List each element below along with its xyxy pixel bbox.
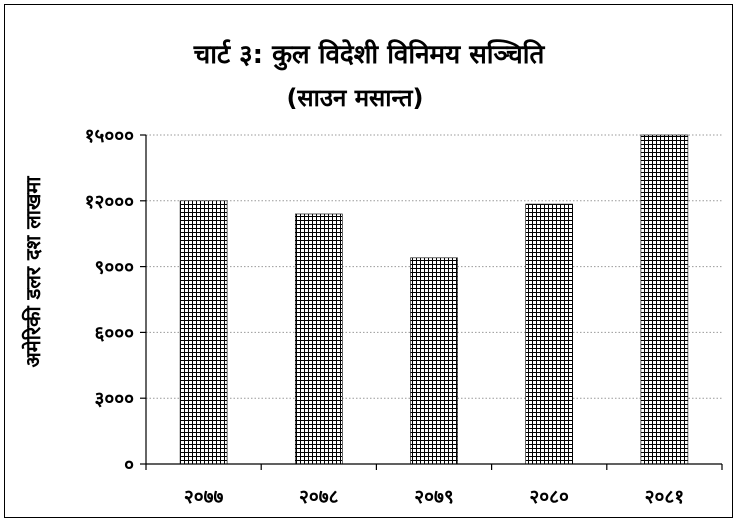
x-tick-label: २०७८ bbox=[299, 486, 339, 508]
y-tick-label: १२००० bbox=[85, 191, 135, 213]
x-tick-label: २०८० bbox=[529, 486, 569, 508]
y-tick-label: ६००० bbox=[94, 322, 134, 344]
bar bbox=[525, 203, 574, 465]
bar bbox=[179, 200, 228, 465]
bar bbox=[410, 257, 458, 465]
bars bbox=[179, 134, 689, 465]
y-tick-label: ९००० bbox=[94, 257, 134, 279]
y-tick-label: ३००० bbox=[94, 388, 134, 410]
y-axis-label: अमेरिकी डलर दश लाखमा bbox=[21, 176, 45, 368]
chart-frame bbox=[4, 4, 733, 518]
x-tick-label: २०७७ bbox=[184, 486, 224, 508]
bar bbox=[294, 213, 343, 465]
chart-title: चार्ट ३: कुल विदेशी विनिमय सञ्चिति bbox=[193, 39, 546, 71]
x-tick-label: २०८१ bbox=[645, 486, 685, 508]
x-tick-labels: २०७७ २०७८ २०७९ २०८० २०८१ bbox=[184, 486, 684, 508]
chart-subtitle: (साउन मसान्त) bbox=[286, 84, 423, 112]
x-tick-label: २०७९ bbox=[414, 486, 454, 508]
y-tick-label: ० bbox=[124, 454, 134, 476]
y-tick-label: १५००० bbox=[85, 125, 135, 147]
y-tick-labels: ० ३००० ६००० ९००० १२००० १५००० bbox=[85, 125, 135, 476]
axes bbox=[140, 134, 723, 470]
bar bbox=[640, 134, 689, 465]
